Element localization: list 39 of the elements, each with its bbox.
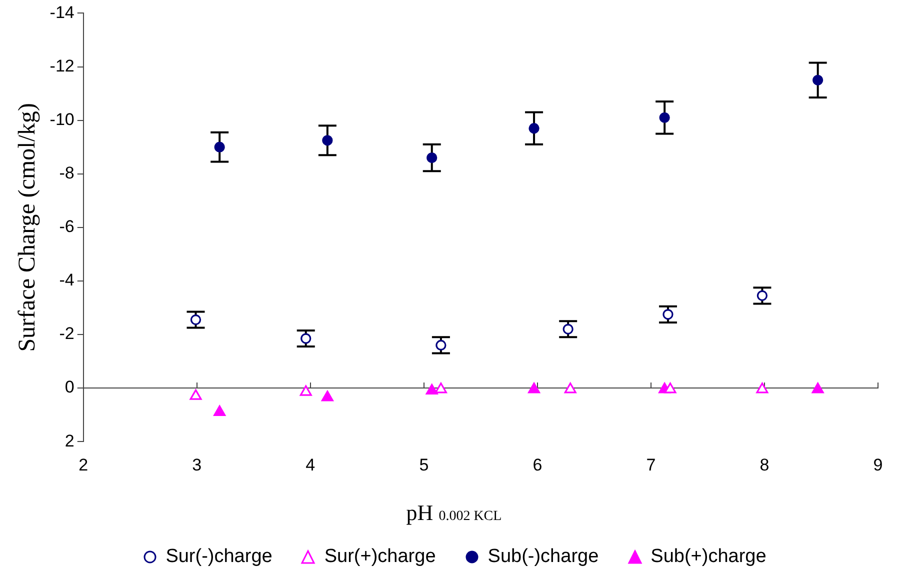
y-tick-label: -2 — [59, 324, 74, 344]
point — [756, 382, 768, 394]
point — [190, 389, 202, 400]
y-axis-title: Surface Charge (cmol/kg) — [14, 102, 41, 352]
x-tick-label: 3 — [192, 455, 202, 474]
y-tick-label: -12 — [50, 56, 74, 76]
legend-label: Sub(+)charge — [650, 546, 766, 567]
legend-label: Sub(-)charge — [486, 546, 599, 567]
point — [528, 382, 540, 394]
point — [812, 382, 824, 394]
point — [426, 384, 438, 395]
x-tick-label: 8 — [760, 455, 770, 474]
point — [322, 135, 333, 146]
legend-label: Sur(+)charge — [323, 546, 436, 567]
point — [528, 123, 540, 134]
point — [214, 142, 225, 152]
point — [426, 152, 438, 164]
y-tick-label: 0 — [64, 378, 74, 397]
y-tick-label: -4 — [59, 270, 74, 290]
point — [564, 382, 576, 394]
point — [659, 112, 670, 123]
y-tick-label: -10 — [50, 110, 74, 129]
point — [321, 390, 334, 402]
point — [664, 382, 676, 394]
y-tick-label: -8 — [59, 164, 74, 183]
x-tick-label: 5 — [419, 455, 429, 474]
x-tick-label: 9 — [873, 455, 883, 474]
legend-label: Sur(-)charge — [164, 546, 272, 567]
y-tick-label: -6 — [59, 217, 74, 236]
x-tick-label: 4 — [306, 455, 316, 474]
point — [812, 74, 824, 86]
y-tick-label: -14 — [50, 2, 74, 22]
x-tick-label: 7 — [646, 455, 656, 474]
y-tick-label: 2 — [64, 431, 74, 450]
x-tick-label: 2 — [78, 455, 88, 474]
point — [214, 405, 226, 416]
point — [300, 385, 312, 396]
point — [434, 382, 447, 394]
x-tick-label: 6 — [532, 455, 542, 474]
